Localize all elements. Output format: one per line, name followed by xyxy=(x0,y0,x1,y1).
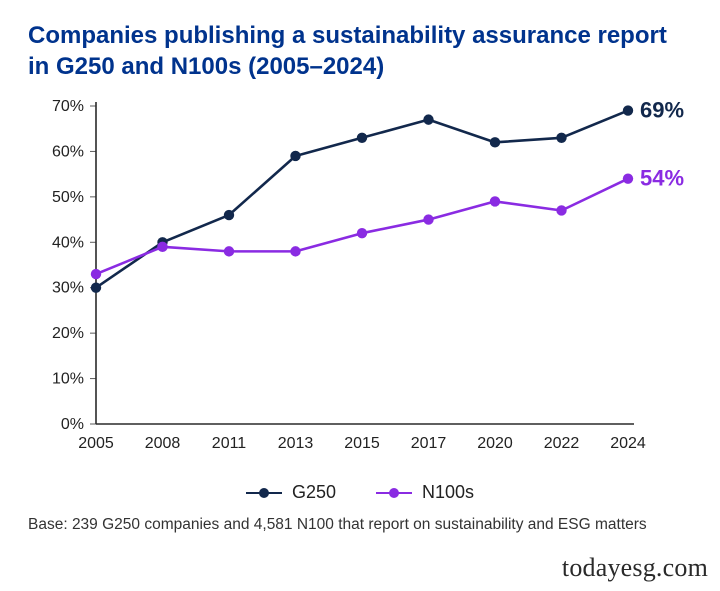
legend-marker-g250 xyxy=(246,487,282,499)
x-tick-label: 2013 xyxy=(278,435,314,452)
x-tick-label: 2008 xyxy=(145,435,181,452)
series-final-label-n100s: 54% xyxy=(640,166,684,191)
series-point-n100s xyxy=(423,215,433,225)
legend: G250 N100s xyxy=(28,482,692,503)
series-point-g250 xyxy=(91,283,101,293)
legend-dot-g250 xyxy=(259,488,269,498)
line-chart-svg: 0% 10% 20% 30% 40% 50% 60% 70% 2005 2008 2011 2013 2… xyxy=(28,96,692,456)
series-point-n100s xyxy=(290,247,300,257)
x-tick-label: 2005 xyxy=(78,435,114,452)
legend-item-n100s: N100s xyxy=(376,482,474,503)
series-point-n100s xyxy=(623,174,633,184)
series-point-g250 xyxy=(556,133,566,143)
watermark: todayesg.com xyxy=(562,553,708,583)
legend-dot-n100s xyxy=(389,488,399,498)
series-point-n100s xyxy=(91,269,101,279)
series-point-n100s xyxy=(490,197,500,207)
series-final-label-g250: 69% xyxy=(640,98,684,123)
x-tick-label: 2024 xyxy=(610,435,646,452)
chart-card: Companies publishing a sustainability as… xyxy=(0,0,720,591)
x-tick-label: 2020 xyxy=(477,435,513,452)
y-tick-label: 0% xyxy=(61,416,84,433)
x-tick-label: 2022 xyxy=(544,435,580,452)
chart-area: 0% 10% 20% 30% 40% 50% 60% 70% 2005 2008 2011 2013 2… xyxy=(28,96,692,476)
series-point-n100s xyxy=(224,247,234,257)
y-tick-label: 20% xyxy=(52,326,84,343)
series-point-n100s xyxy=(556,206,566,216)
legend-label-g250: G250 xyxy=(292,482,336,503)
series-point-g250 xyxy=(623,106,633,116)
legend-marker-n100s xyxy=(376,487,412,499)
y-tick-label: 10% xyxy=(52,371,84,388)
series-point-g250 xyxy=(224,210,234,220)
series-point-n100s xyxy=(157,242,167,252)
x-tick-label: 2017 xyxy=(411,435,447,452)
y-tick-label: 70% xyxy=(52,98,84,115)
y-tick-label: 40% xyxy=(52,235,84,252)
x-tick-label: 2011 xyxy=(212,435,247,452)
series-point-g250 xyxy=(290,151,300,161)
series-point-n100s xyxy=(357,228,367,238)
series-point-g250 xyxy=(357,133,367,143)
chart-caption: Base: 239 G250 companies and 4,581 N100 … xyxy=(28,515,692,536)
legend-item-g250: G250 xyxy=(246,482,336,503)
legend-label-n100s: N100s xyxy=(422,482,474,503)
y-tick-label: 50% xyxy=(52,189,84,206)
chart-title: Companies publishing a sustainability as… xyxy=(28,20,692,82)
y-tick-label: 60% xyxy=(52,144,84,161)
series-line-n100s xyxy=(96,179,628,274)
y-tick-label: 30% xyxy=(52,280,84,297)
series-point-g250 xyxy=(423,115,433,125)
series-point-g250 xyxy=(490,138,500,148)
x-tick-label: 2015 xyxy=(344,435,380,452)
